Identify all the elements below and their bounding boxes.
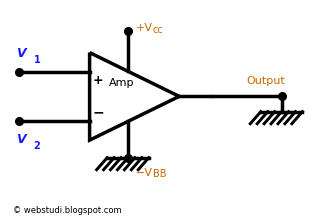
Text: V: V <box>16 47 26 60</box>
Text: +V: +V <box>136 23 153 34</box>
Text: V: V <box>16 133 26 146</box>
Text: −: − <box>93 105 104 119</box>
Text: +: + <box>93 74 103 87</box>
Text: cc: cc <box>153 25 164 35</box>
Text: −V: −V <box>136 168 153 178</box>
Text: © webstudi.blogspot.com: © webstudi.blogspot.com <box>13 206 121 215</box>
Text: Amp: Amp <box>109 78 134 88</box>
Text: 1: 1 <box>34 55 40 65</box>
Text: BB: BB <box>153 169 167 179</box>
Text: 2: 2 <box>34 141 40 151</box>
Text: Output: Output <box>246 76 285 86</box>
